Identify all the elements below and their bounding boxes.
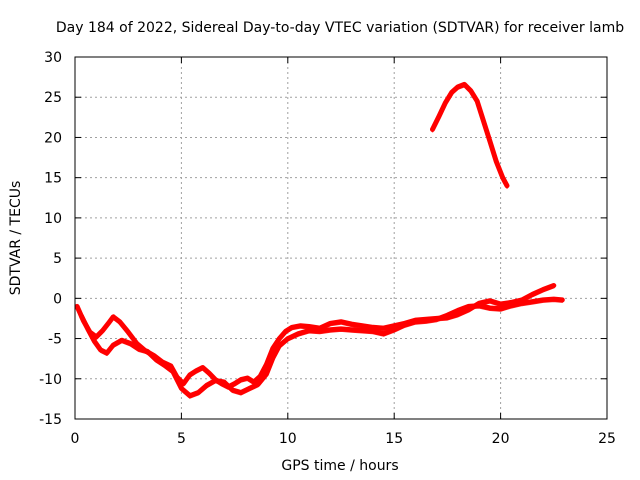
x-tick-label: 0	[71, 431, 80, 447]
y-tick-label: -10	[39, 372, 62, 388]
x-tick-label: 20	[492, 431, 510, 447]
series-line-1	[74, 283, 557, 390]
y-tick-label: 5	[53, 251, 62, 267]
x-axis-label: GPS time / hours	[281, 458, 398, 474]
y-tick-label: -5	[48, 332, 62, 348]
series-line-3	[430, 81, 510, 189]
y-tick-label: 15	[44, 171, 62, 187]
chart-title: Day 184 of 2022, Sidereal Day-to-day VTE…	[56, 20, 624, 36]
data-series	[74, 81, 565, 399]
grid-lines	[75, 57, 607, 419]
y-tick-label: -15	[39, 412, 62, 428]
y-tick-label: 25	[44, 90, 62, 106]
series-line-2-trace	[80, 300, 564, 399]
x-tick-label: 15	[385, 431, 403, 447]
y-axis-label: SDTVAR / TECUs	[8, 181, 24, 296]
y-tick-label: 20	[44, 130, 62, 146]
plot-frame	[74, 56, 608, 420]
y-tick-label: 30	[44, 50, 62, 66]
x-tick-label: 10	[279, 431, 297, 447]
series-line-3-trace	[431, 85, 508, 189]
y-tick-label: 10	[44, 211, 62, 227]
x-tick-label: 25	[598, 431, 616, 447]
y-tick-label: 0	[53, 291, 62, 307]
series-line-2	[78, 296, 565, 399]
x-tick-label: 5	[177, 431, 186, 447]
axis-ticks: 0 5 10 15 20 25 -15 -10 -5 0 5 10 15 20 25 30	[39, 50, 616, 447]
